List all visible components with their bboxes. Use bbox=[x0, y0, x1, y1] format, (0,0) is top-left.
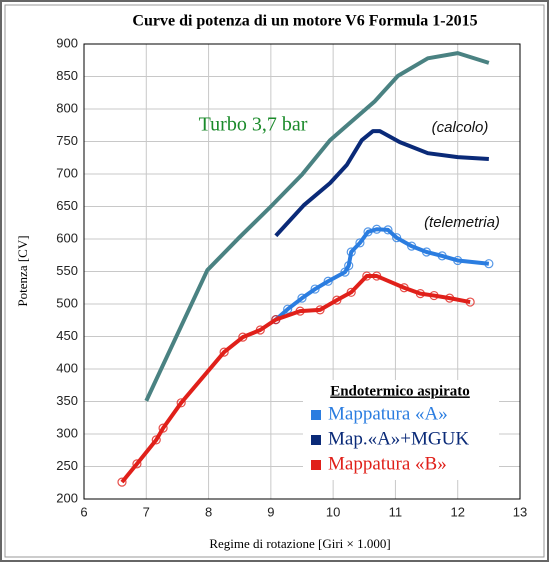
point bbox=[132, 459, 142, 469]
series-line bbox=[274, 129, 489, 238]
legend-title: Endotermico aspirato bbox=[330, 383, 470, 399]
y-tick-label: 200 bbox=[56, 490, 78, 505]
point bbox=[355, 238, 365, 248]
y-tick-label: 400 bbox=[56, 360, 78, 375]
annotation: (calcolo) bbox=[432, 119, 489, 136]
point bbox=[484, 259, 494, 269]
x-tick-label: 13 bbox=[513, 504, 527, 519]
point bbox=[219, 347, 229, 357]
y-tick-label: 750 bbox=[56, 133, 78, 148]
plot-border bbox=[83, 43, 521, 500]
legend-swatch bbox=[311, 410, 321, 420]
point bbox=[255, 325, 265, 335]
point bbox=[295, 306, 305, 316]
series-line bbox=[144, 51, 490, 402]
legend: Endotermico aspirato Mappatura «A» Map.«A»… bbox=[303, 380, 499, 480]
point bbox=[421, 247, 432, 257]
point bbox=[344, 261, 354, 271]
legend-label: Mappatura «A» bbox=[328, 403, 448, 424]
point bbox=[297, 293, 307, 303]
point bbox=[176, 398, 186, 408]
x-tick-label: 10 bbox=[326, 504, 340, 519]
point bbox=[346, 287, 356, 297]
y-tick-label: 500 bbox=[56, 295, 78, 310]
y-tick-label: 650 bbox=[56, 198, 78, 213]
y-tick-label: 300 bbox=[56, 425, 78, 440]
x-tick-label: 12 bbox=[450, 504, 464, 519]
x-tick-label: 9 bbox=[267, 504, 274, 519]
point bbox=[238, 332, 248, 342]
inner-frame bbox=[4, 4, 545, 558]
point bbox=[415, 289, 425, 299]
point bbox=[429, 290, 439, 301]
point bbox=[323, 276, 333, 286]
legend-swatch bbox=[311, 435, 321, 445]
series-line bbox=[120, 274, 471, 484]
series-line bbox=[274, 227, 490, 322]
y-tick-label: 900 bbox=[56, 35, 78, 50]
x-axis-label: Regime di rotazione [Giri × 1.000] bbox=[209, 536, 390, 551]
point bbox=[332, 295, 342, 305]
y-tick-label: 600 bbox=[56, 230, 78, 245]
point bbox=[465, 297, 475, 307]
x-tick-label: 6 bbox=[80, 504, 87, 519]
point bbox=[283, 304, 293, 314]
y-axis-label: Potenza [CV] bbox=[15, 235, 30, 306]
y-tick-label: 850 bbox=[56, 68, 78, 83]
point bbox=[151, 435, 161, 445]
y-tick-label: 350 bbox=[56, 393, 78, 408]
legend-label: Map.«A»+MGUK bbox=[328, 428, 469, 449]
point bbox=[437, 251, 447, 261]
x-tick-label: 7 bbox=[143, 504, 150, 519]
point bbox=[117, 477, 127, 487]
legend-box bbox=[303, 380, 499, 480]
point bbox=[372, 271, 382, 281]
x-tick-label: 8 bbox=[205, 504, 212, 519]
point bbox=[315, 305, 325, 315]
y-tick-label: 250 bbox=[56, 458, 78, 473]
annotation: (telemetria) bbox=[424, 214, 500, 231]
point bbox=[445, 293, 455, 303]
chart-title: Curve di potenza di un motore V6 Formula… bbox=[132, 13, 477, 30]
y-tick-label: 700 bbox=[56, 165, 78, 180]
point bbox=[271, 315, 281, 325]
x-tick-label: 11 bbox=[389, 504, 403, 519]
point bbox=[372, 224, 382, 234]
point bbox=[363, 227, 373, 237]
point bbox=[383, 225, 393, 235]
y-tick-label: 800 bbox=[56, 100, 78, 115]
y-tick-label: 550 bbox=[56, 263, 78, 278]
y-tick-label: 450 bbox=[56, 328, 78, 343]
point bbox=[310, 284, 320, 294]
legend-label: Mappatura «B» bbox=[328, 453, 447, 474]
point bbox=[407, 241, 417, 251]
legend-swatch bbox=[311, 460, 321, 470]
point bbox=[392, 233, 402, 243]
annotation: Turbo 3,7 bar bbox=[199, 114, 308, 136]
point bbox=[158, 423, 168, 433]
point bbox=[399, 283, 409, 293]
point bbox=[453, 255, 463, 266]
point bbox=[346, 247, 356, 257]
point bbox=[362, 271, 372, 281]
